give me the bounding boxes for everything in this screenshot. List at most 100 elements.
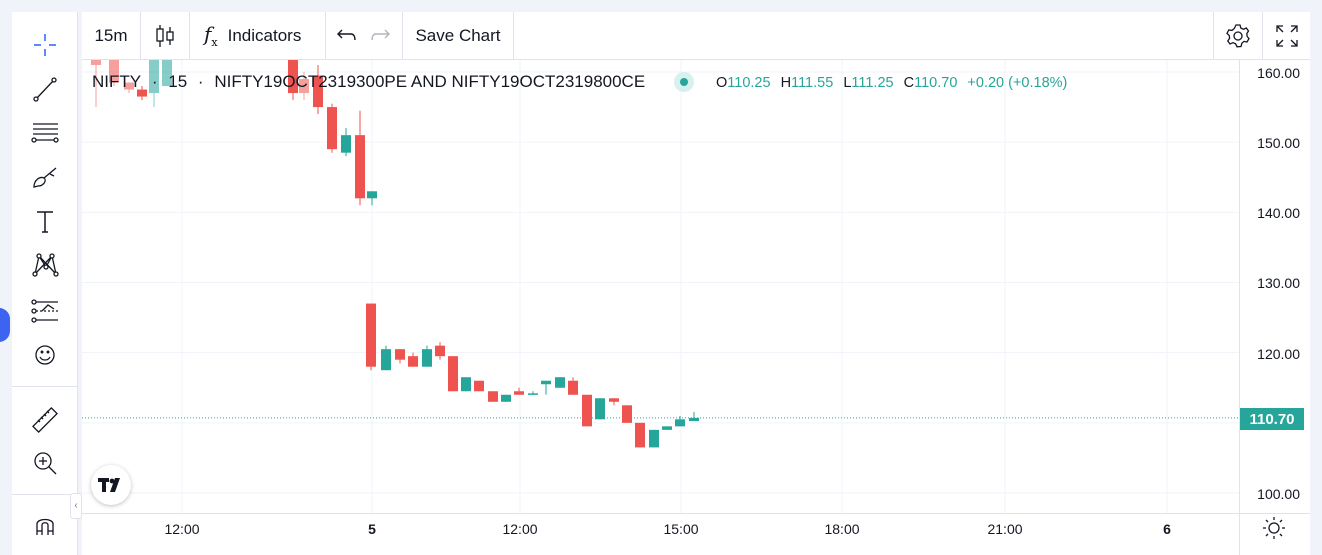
legend-symbol: NIFTY xyxy=(92,72,142,91)
candle xyxy=(501,394,511,402)
emoji-icon[interactable] xyxy=(30,340,60,370)
candle-body xyxy=(474,380,484,392)
candle xyxy=(313,64,323,115)
candle xyxy=(149,60,159,108)
candle-body xyxy=(288,60,298,94)
candle-body xyxy=(675,419,685,427)
brush-icon[interactable] xyxy=(30,162,60,192)
candle-body xyxy=(408,356,418,367)
settings-button[interactable] xyxy=(1214,12,1262,59)
candle-body xyxy=(541,380,551,385)
candle-body xyxy=(622,405,632,423)
candle-body xyxy=(635,422,645,448)
high-key: H xyxy=(780,75,792,91)
candle xyxy=(327,103,337,153)
price-axis-label: 150.00 xyxy=(1257,135,1300,151)
candle-body xyxy=(595,398,605,420)
toolbar-separator xyxy=(140,12,141,59)
candle xyxy=(555,377,565,388)
fullscreen-button[interactable] xyxy=(1263,12,1310,59)
theme-toggle-button[interactable] xyxy=(1262,516,1286,540)
candle-body xyxy=(689,417,699,422)
candle xyxy=(288,60,298,101)
symbol-legend[interactable]: NIFTY · 15 · NIFTY19OCT2319300PE AND NIF… xyxy=(92,72,651,92)
time-axis-label: 15:00 xyxy=(663,521,699,537)
text-icon[interactable] xyxy=(30,206,60,236)
candle xyxy=(568,377,578,395)
undo-button[interactable] xyxy=(326,12,364,59)
horizontal-lines-icon[interactable] xyxy=(30,117,60,147)
candle-body xyxy=(313,75,323,108)
chart-type-button[interactable] xyxy=(141,12,189,59)
price-axis-label: 160.00 xyxy=(1257,65,1300,81)
zoom-in-icon[interactable] xyxy=(30,448,60,478)
candle-body xyxy=(341,135,351,153)
time-axis-label: 6 xyxy=(1163,521,1171,537)
candle-body xyxy=(137,89,147,97)
toolbar-divider xyxy=(12,494,77,495)
ohlc-values: O110.25 H111.55 L111.25 C110.70 +0.20 (+… xyxy=(716,75,1067,91)
candle-body xyxy=(124,82,134,90)
candle-body xyxy=(395,349,405,360)
pattern-icon[interactable] xyxy=(30,250,60,280)
undo-icon xyxy=(337,29,356,40)
save-chart-button[interactable]: Save Chart xyxy=(403,12,513,59)
candle xyxy=(635,422,645,448)
candle xyxy=(137,86,147,101)
candle-body xyxy=(109,60,119,83)
candle-body xyxy=(435,345,445,357)
price-axis-label: 120.00 xyxy=(1257,346,1300,362)
legend-interval: 15 xyxy=(168,72,188,91)
close-value: 110.70 xyxy=(914,75,958,91)
candle xyxy=(435,342,445,360)
candle xyxy=(91,60,101,108)
price-axis-label: 140.00 xyxy=(1257,205,1300,221)
candle xyxy=(514,387,524,395)
fx-icon: fx xyxy=(204,22,218,49)
candle-body xyxy=(461,377,471,392)
indicators-button[interactable]: fx Indicators xyxy=(190,12,325,59)
tradingview-logo[interactable] xyxy=(91,465,131,505)
interval-button[interactable]: 15m xyxy=(82,12,140,59)
price-chart[interactable] xyxy=(82,60,1310,555)
indicators-label: Indicators xyxy=(227,25,302,45)
legend-dot: · xyxy=(151,72,158,91)
price-axis-label: 130.00 xyxy=(1257,275,1300,291)
change-value: +0.20 (+0.18%) xyxy=(967,75,1068,91)
candle-body xyxy=(609,398,619,402)
candle-body xyxy=(149,60,159,94)
candle xyxy=(299,72,309,101)
time-axis-label: 5 xyxy=(368,521,376,537)
fullscreen-icon xyxy=(1275,24,1298,47)
crosshair-icon[interactable] xyxy=(30,30,60,60)
candle xyxy=(366,303,376,371)
collapse-toolbar-button[interactable]: ‹ xyxy=(70,493,82,519)
candle xyxy=(649,429,659,448)
candle-body xyxy=(649,429,659,448)
candle-body xyxy=(501,394,511,402)
magnet-icon[interactable] xyxy=(30,510,60,540)
low-key: L xyxy=(843,75,852,91)
candle xyxy=(461,377,471,392)
candle-body xyxy=(91,60,101,65)
low-value: 111.25 xyxy=(851,75,894,91)
prediction-icon[interactable] xyxy=(30,296,60,326)
market-status-indicator[interactable] xyxy=(674,72,694,92)
last-price-badge: 110.70 xyxy=(1240,408,1304,430)
toolbar-separator xyxy=(189,12,190,59)
gear-icon xyxy=(1226,23,1250,47)
drawing-toolbar xyxy=(12,12,78,555)
side-panel-tab[interactable] xyxy=(0,308,10,342)
ruler-icon[interactable] xyxy=(30,405,60,435)
candle xyxy=(408,352,418,367)
top-toolbar: 15m fx Indicators Save Chart xyxy=(82,12,1310,60)
redo-button[interactable] xyxy=(364,12,400,59)
high-value: 111.55 xyxy=(791,75,834,91)
candle-body xyxy=(422,349,432,367)
candle xyxy=(541,380,551,395)
trend-line-icon[interactable] xyxy=(30,74,60,104)
candle-body xyxy=(528,393,538,395)
chart-pane[interactable]: 160.00 150.00 140.00 130.00 120.00 100.0… xyxy=(82,60,1310,555)
tradingview-logo-icon xyxy=(98,478,120,492)
candle xyxy=(488,391,498,402)
